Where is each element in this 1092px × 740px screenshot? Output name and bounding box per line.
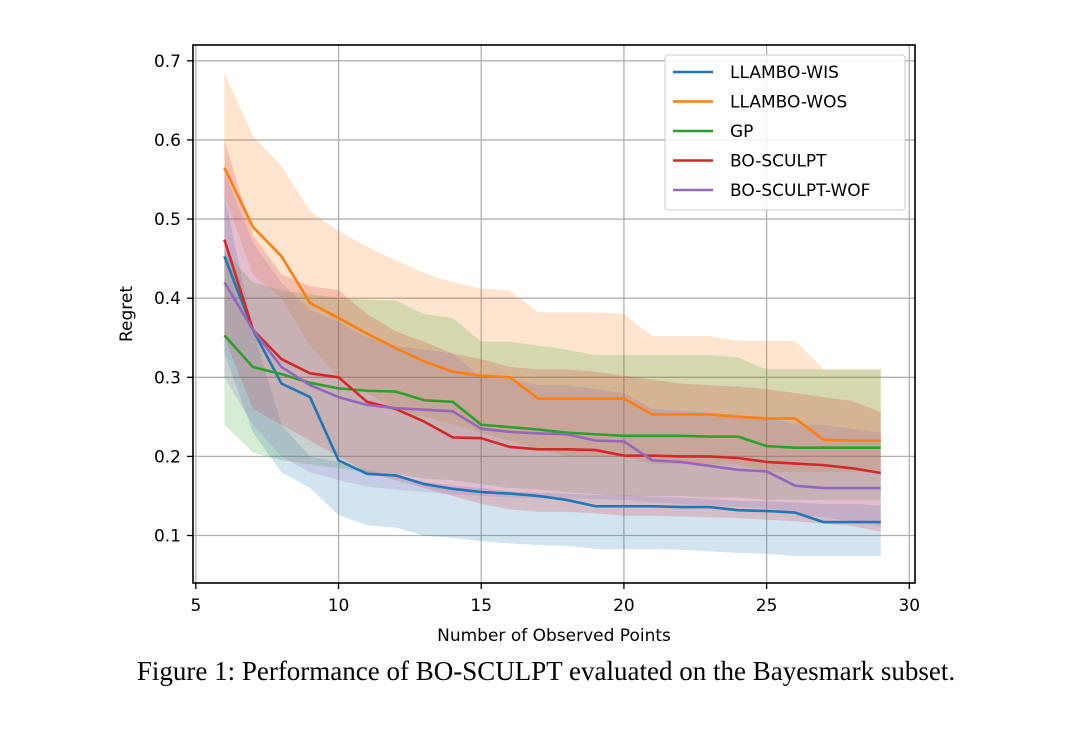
line-llambo-wis [223,255,881,524]
y-axis-title: Regret [117,286,137,342]
legend-label-bo-sculpt: BO-SCULPT [730,152,827,172]
legend-label-llambo-wis: LLAMBO-WIS [730,63,839,83]
y-tick-label: 0.5 [154,210,181,230]
legend-box [664,54,906,211]
y-tick-label: 0.6 [154,131,181,151]
line-gp [223,334,881,450]
y-tick-label: 0.3 [154,368,181,388]
legend-label-bo-sculpt-wof: BO-SCULPT-WOF [730,181,870,201]
legend-label-gp: GP [730,122,753,142]
x-tick-label: 25 [756,596,778,616]
x-axis-title: Number of Observed Points [437,626,671,646]
line-bo-sculpt [223,239,881,475]
x-tick-label: 5 [190,596,201,616]
band-llambo-wos [224,72,881,473]
legend-label-llambo-wos: LLAMBO-WOS [730,93,847,113]
band-bo-sculpt [224,139,881,532]
legend: LLAMBO-WIS LLAMBO-WOS GP BO-SCULPT BO-SCULPT… [664,54,906,211]
series-lines [223,167,881,524]
grid [193,45,915,583]
y-tick-label: 0.1 [154,527,181,547]
x-tick-label: 10 [328,596,350,616]
x-tick-label: 15 [470,596,492,616]
y-tick-label: 0.2 [154,447,181,467]
y-tick-label: 0.4 [154,289,181,309]
line-llambo-wos [223,167,881,442]
x-tick-label: 30 [898,596,920,616]
line-bo-sculpt-wof [223,281,881,490]
figure-caption: Figure 1: Performance of BO-SCULPT evalu… [136,656,956,686]
y-tick-label: 0.7 [154,52,181,72]
axis-ticks: 5 10 15 20 25 30 0.1 0.2 0.3 0.4 0.5 0.6 0.7 [154,52,920,616]
x-tick-label: 20 [613,596,635,616]
plot-frame [192,44,916,584]
